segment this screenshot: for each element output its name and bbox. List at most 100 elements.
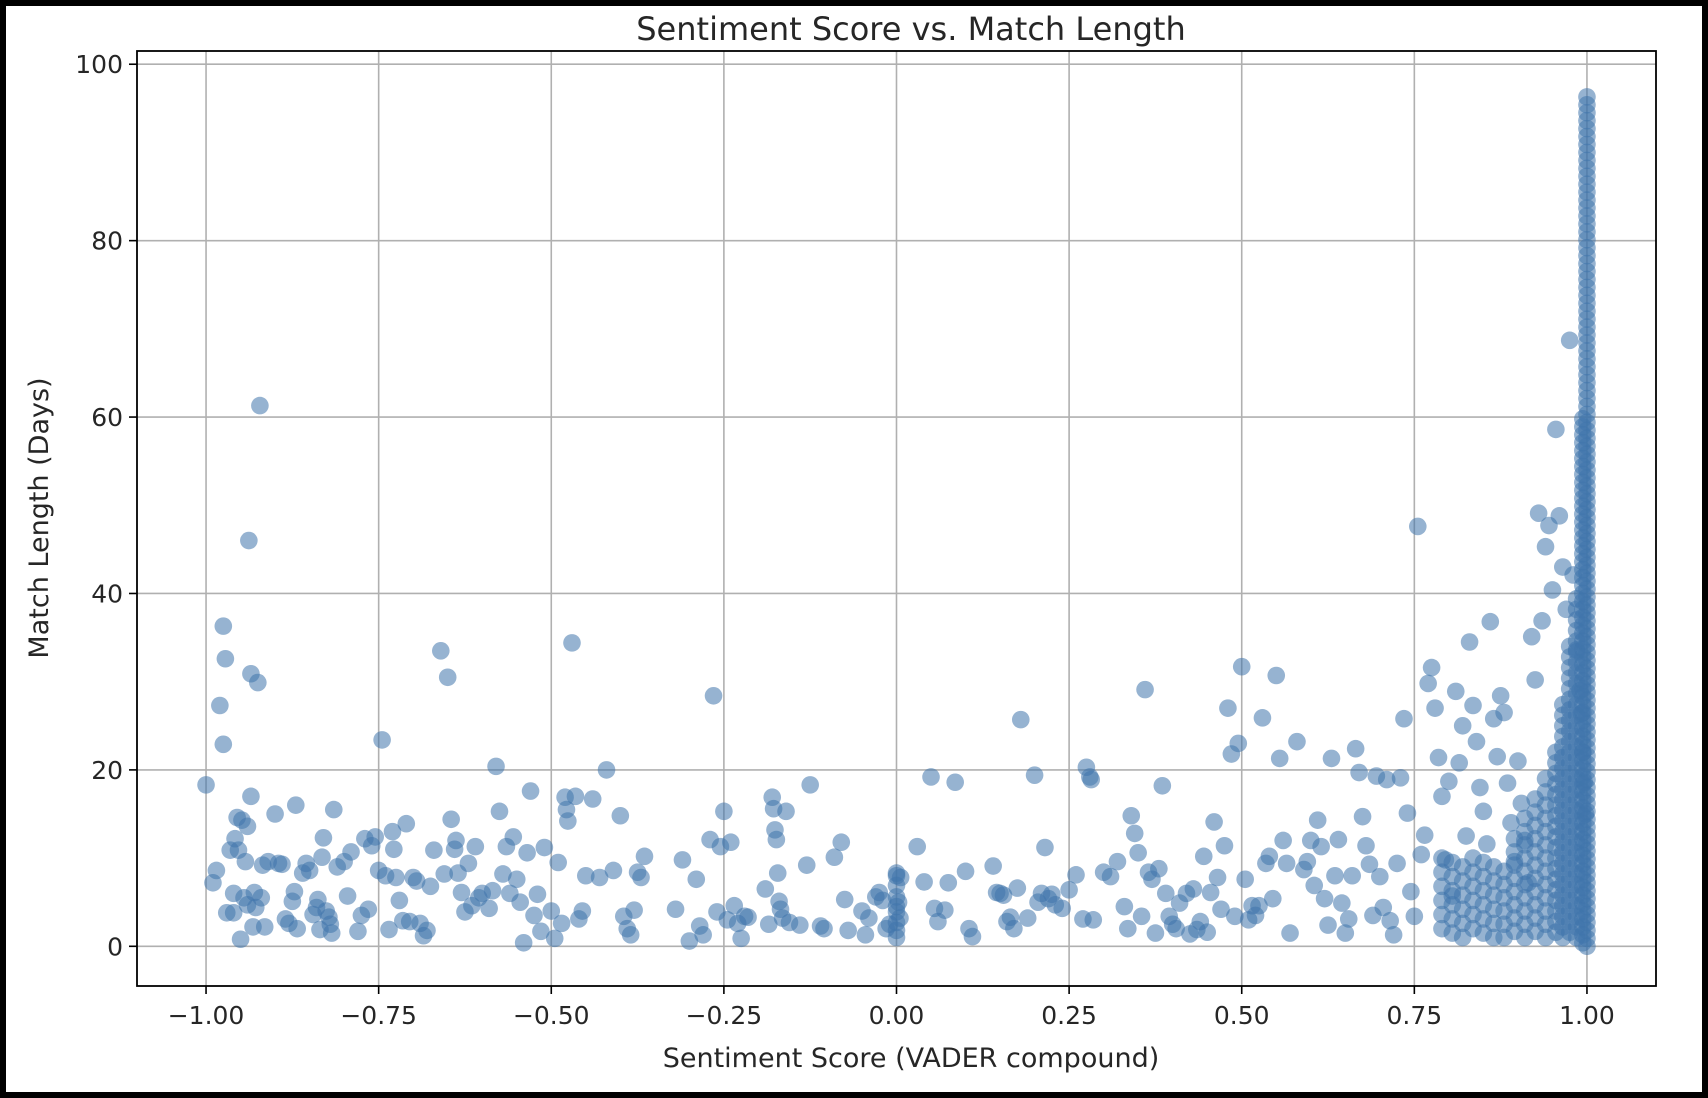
data-point	[1005, 919, 1023, 938]
data-point	[1388, 854, 1406, 873]
data-point	[1219, 699, 1237, 717]
data-point	[1229, 734, 1248, 753]
data-point	[1429, 748, 1448, 767]
data-point	[1536, 537, 1555, 556]
data-point	[891, 868, 910, 887]
y-tick-label: 40	[91, 579, 123, 608]
data-point	[425, 841, 443, 859]
data-point	[1011, 710, 1030, 729]
data-point	[1553, 695, 1572, 714]
data-point	[1115, 897, 1134, 916]
data-point	[231, 930, 250, 949]
data-point	[1319, 916, 1337, 934]
data-point	[1101, 867, 1120, 886]
data-point	[1450, 754, 1469, 772]
x-axis-label: Sentiment Score (VADER compound)	[663, 1043, 1160, 1074]
data-point	[1333, 894, 1351, 912]
data-point	[1322, 749, 1341, 768]
data-point	[666, 900, 685, 919]
data-point	[1578, 88, 1596, 106]
data-point	[1433, 787, 1451, 806]
y-tick-label: 60	[91, 403, 123, 432]
data-point	[1060, 881, 1078, 899]
data-point	[480, 899, 498, 918]
data-point	[1167, 919, 1185, 938]
data-point	[791, 916, 809, 934]
data-point	[583, 790, 602, 808]
x-tick-label: −0.50	[513, 1001, 590, 1030]
data-point	[625, 901, 643, 919]
data-point	[1194, 847, 1213, 866]
data-point	[421, 877, 440, 896]
data-point	[1391, 769, 1410, 787]
data-point	[1471, 778, 1489, 797]
data-point	[801, 776, 819, 794]
data-point	[797, 856, 816, 874]
data-point	[1298, 852, 1317, 871]
data-point	[1422, 658, 1441, 677]
data-point	[1398, 804, 1417, 822]
data-point	[1453, 716, 1472, 735]
data-point	[1464, 696, 1482, 715]
data-point	[1215, 836, 1234, 855]
data-point	[673, 851, 692, 869]
data-point	[1125, 824, 1144, 843]
data-point	[285, 882, 304, 901]
data-point	[597, 761, 616, 779]
data-point	[1512, 794, 1531, 813]
data-point	[1460, 633, 1479, 651]
x-tick-label: −0.25	[686, 1001, 763, 1030]
data-point	[211, 696, 229, 715]
data-point	[313, 848, 331, 867]
data-point	[1205, 813, 1223, 831]
x-tick-label: −1.00	[168, 1001, 245, 1030]
data-point	[249, 673, 267, 692]
data-point	[1516, 809, 1534, 828]
data-point	[680, 932, 699, 950]
data-point	[1326, 866, 1344, 885]
data-point	[1274, 831, 1292, 850]
data-point	[1226, 907, 1244, 926]
data-point	[889, 893, 908, 912]
data-point	[197, 776, 215, 794]
data-point	[514, 933, 533, 952]
data-point	[1136, 680, 1154, 699]
data-point	[1018, 909, 1037, 927]
data-point	[573, 902, 592, 920]
data-point	[1146, 924, 1165, 942]
data-point	[1343, 866, 1361, 885]
data-point	[240, 531, 258, 550]
data-point	[756, 880, 775, 898]
data-point	[452, 883, 471, 902]
data-point	[1567, 589, 1586, 608]
data-point	[1270, 749, 1289, 768]
data-point	[759, 915, 778, 934]
data-point	[1526, 671, 1544, 689]
data-point	[242, 787, 260, 806]
data-point	[721, 833, 740, 852]
data-point	[549, 853, 567, 872]
data-point	[314, 829, 333, 847]
data-point	[1253, 709, 1272, 727]
data-point	[1122, 806, 1141, 825]
data-point	[1522, 627, 1541, 646]
data-point	[891, 909, 909, 927]
data-point	[255, 918, 274, 936]
data-point	[1533, 612, 1551, 630]
data-point	[922, 768, 940, 786]
data-point	[207, 861, 226, 880]
data-point	[525, 906, 543, 925]
data-point	[432, 642, 450, 660]
data-point	[732, 929, 750, 948]
data-point	[1150, 859, 1168, 878]
data-point	[273, 855, 291, 874]
data-point	[359, 900, 378, 919]
data-point	[963, 927, 982, 946]
data-point	[252, 888, 271, 907]
data-point	[1156, 884, 1175, 903]
x-tick-label: 0.50	[1214, 1001, 1270, 1030]
data-point	[459, 854, 478, 873]
data-point	[1281, 924, 1299, 942]
data-point	[214, 617, 233, 635]
data-point	[1374, 898, 1393, 917]
